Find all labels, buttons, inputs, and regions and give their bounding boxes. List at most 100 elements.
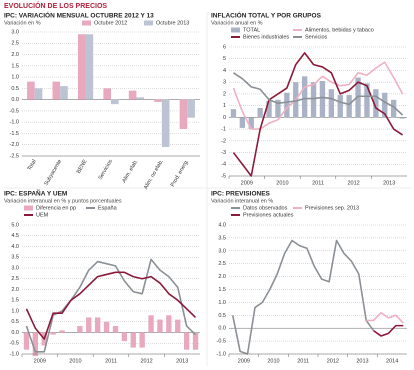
bar: [183, 332, 190, 350]
y-tick-label: 2: [223, 91, 226, 97]
y-tick-label: -2.5: [10, 153, 19, 159]
bar: [50, 332, 56, 335]
legend-label: Octubre 2013: [156, 20, 189, 26]
bar: [301, 76, 308, 118]
chart-title: IPC: ESPAÑA Y UEM: [4, 189, 67, 198]
legend-label: Octubre 2012: [94, 20, 127, 26]
x-tick-label: 2009: [238, 358, 250, 364]
x-tick-label: BENE: [76, 158, 89, 174]
y-tick-label: -1: [221, 127, 226, 133]
legend-label: Servicios: [305, 34, 328, 40]
y-tick-label: 2.0: [218, 274, 226, 280]
y-tick-label: 0.0: [11, 97, 19, 103]
legend-label: Previsiones sep. 2013: [305, 205, 359, 211]
x-tick-label: Alim. elab.: [121, 158, 139, 184]
bar: [111, 99, 119, 105]
y-tick-label: 2.5: [11, 41, 19, 47]
bar: [86, 317, 92, 333]
y-tick-label: 3.0: [11, 29, 19, 35]
legend-label: España: [98, 205, 118, 211]
x-tick-label: 2013: [383, 180, 395, 186]
y-tick-label: 0: [223, 115, 226, 121]
bar: [27, 81, 35, 100]
y-tick-label: 1.0: [218, 300, 226, 306]
y-tick-label: 2.0: [11, 287, 19, 293]
bar: [310, 82, 317, 118]
bar: [399, 117, 406, 119]
x-tick-label: 2011: [312, 180, 324, 186]
y-tick-label: 3: [223, 80, 226, 86]
y-tick-label: 6: [223, 44, 226, 50]
chart-title: INFLACIÓN TOTAL Y POR GRUPOS: [211, 11, 322, 20]
line: [25, 271, 197, 340]
x-tick-label: 2012: [347, 180, 359, 186]
legend-label: Bienes industriales: [243, 34, 289, 40]
chart-subtitle: Variación en %: [4, 20, 41, 26]
y-tick-label: 1: [223, 103, 226, 109]
y-tick-label: 1.0: [11, 75, 19, 81]
legend-swatch: [231, 27, 240, 33]
bar: [136, 97, 145, 100]
y-tick-label: 1.5: [218, 287, 226, 293]
x-tick-label: Prod. energ.: [170, 158, 191, 188]
legend-label: Previsiones actuales: [243, 212, 294, 218]
legend-label: Alimentos, bebidas y tabaco: [305, 27, 374, 33]
x-tick-label: 2011: [105, 358, 117, 364]
line: [233, 72, 404, 116]
bar: [382, 92, 388, 118]
y-tick-label: -1.0: [217, 351, 226, 357]
bar: [346, 95, 352, 118]
legend-swatch: [24, 205, 33, 211]
bar: [248, 117, 254, 130]
bar: [128, 90, 137, 100]
bar: [32, 332, 39, 357]
legend-label: Diferencia en pp: [36, 205, 76, 211]
bar: [60, 86, 68, 100]
legend-label: UEM: [36, 212, 49, 218]
bar: [266, 100, 272, 118]
bar: [373, 89, 379, 118]
y-tick-label: 0.0: [11, 330, 19, 336]
bar: [257, 107, 263, 118]
bar: [319, 81, 326, 118]
bar: [121, 332, 128, 342]
bar: [355, 77, 361, 118]
bar: [148, 315, 154, 333]
line: [25, 258, 197, 353]
bar: [175, 319, 181, 333]
bar: [187, 99, 195, 118]
y-tick-label: 1.5: [11, 298, 19, 304]
y-tick-label: -5: [221, 173, 226, 179]
x-tick-label: 2013: [176, 358, 188, 364]
line: [231, 239, 375, 355]
chart-subtitle: Variación interanual en % y puntos porce…: [4, 198, 122, 204]
bar: [328, 89, 335, 118]
x-tick-label: 2014: [386, 358, 398, 364]
y-tick-label: 0.5: [218, 313, 226, 319]
y-tick-label: 0.5: [11, 319, 19, 325]
y-tick-label: 3.0: [11, 265, 19, 271]
bar: [77, 326, 83, 333]
line: [373, 324, 404, 337]
x-tick-label: 2013: [356, 358, 368, 364]
bar: [34, 88, 43, 100]
y-tick-label: 4.5: [11, 233, 19, 239]
bar: [77, 34, 86, 100]
y-tick-label: -1.0: [10, 351, 19, 357]
y-tick-label: 1.0: [11, 308, 19, 314]
bar: [230, 109, 237, 118]
y-tick-label: -0.5: [10, 341, 19, 347]
bar: [154, 99, 162, 102]
page-title: EVOLUCIÓN DE LOS PRECIOS: [4, 1, 107, 10]
x-tick-label: 2009: [241, 180, 253, 186]
x-tick-label: Subyacente: [43, 159, 63, 187]
x-tick-label: 2012: [140, 358, 152, 364]
x-tick-label: Alim. no elab.: [143, 158, 165, 190]
bar: [85, 34, 94, 100]
y-tick-label: 4.0: [218, 222, 226, 228]
bar: [284, 92, 290, 118]
x-tick-label: 2011: [297, 358, 309, 364]
x-tick-label: 2010: [276, 180, 288, 186]
bar: [390, 99, 397, 118]
